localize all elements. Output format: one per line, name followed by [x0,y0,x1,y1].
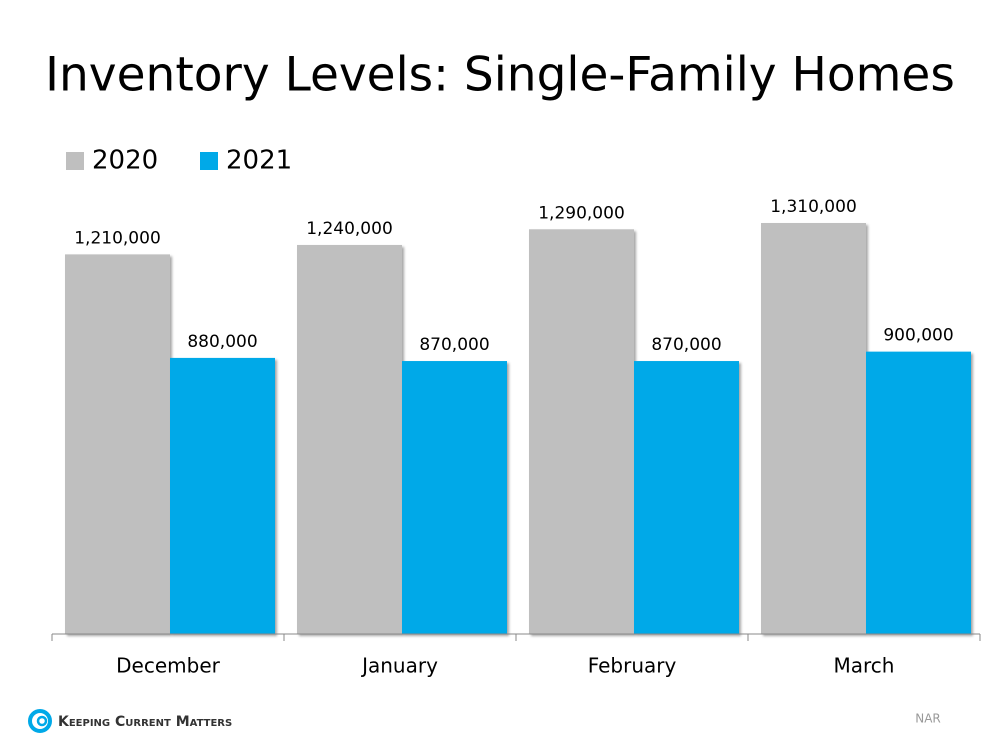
brand-logo [28,709,52,733]
bar [634,361,739,634]
x-tick-label: December [116,654,220,678]
brand-text: Keeping Current Matters [58,714,232,730]
value-label: 880,000 [187,332,257,352]
bar [297,244,402,634]
value-label: 1,310,000 [770,197,857,217]
x-tick-label: March [834,654,895,678]
legend-label: 2020 [92,146,158,176]
chart-title: Inventory Levels: Single-Family Homes [45,48,955,103]
value-label: 870,000 [419,335,489,355]
bar [761,223,866,634]
legend-swatch [66,152,84,170]
value-label: 870,000 [651,335,721,355]
legend-swatch [200,152,218,170]
source: NAR [915,712,941,726]
value-label: 1,240,000 [306,219,393,239]
value-label: 1,210,000 [74,228,161,248]
x-tick-label: February [588,654,677,678]
x-tick-label: January [360,654,438,678]
bar [65,254,170,635]
bar [529,229,634,634]
bar [402,361,507,634]
value-label: 1,290,000 [538,203,625,223]
value-label: 900,000 [883,326,953,346]
bar [170,357,275,634]
legend-label: 2021 [226,146,292,176]
bar [866,351,971,634]
